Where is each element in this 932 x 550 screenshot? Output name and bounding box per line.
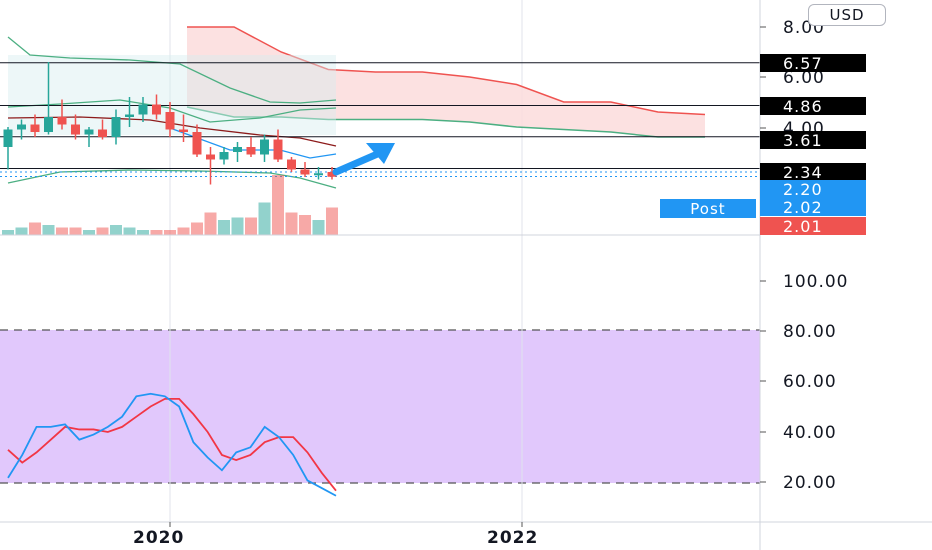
candle-body (125, 114, 134, 117)
candle-body (327, 172, 337, 177)
candle-body (152, 104, 161, 115)
price-tag-bg (760, 54, 866, 72)
candle-body (233, 147, 242, 152)
price-tag-text: 2.02 (783, 198, 823, 217)
currency-button[interactable]: USD (808, 4, 886, 26)
k-line (7, 392, 337, 497)
stochastic-oscillator (7, 392, 337, 497)
volume-bar (231, 217, 244, 235)
price-tag-bg (760, 163, 866, 181)
volume-bar (56, 227, 68, 235)
price-tag-bg (760, 198, 866, 216)
volume-bar (29, 222, 41, 235)
candle-body (84, 129, 94, 135)
d-line (7, 397, 337, 492)
volume-bar (258, 202, 271, 235)
price-axis[interactable]: 8.00 6.00 4.00 (760, 18, 825, 139)
price-tag-text: 2.01 (783, 217, 823, 236)
span-b-line (186, 106, 705, 138)
candle-body (206, 154, 215, 160)
candle-body (44, 117, 53, 132)
volume-bar (204, 212, 217, 235)
price-axis-label: 6.00 (783, 68, 825, 88)
candle-body (165, 112, 175, 130)
rsi-zone (0, 330, 760, 483)
candle-body (57, 117, 67, 125)
indicator-line (7, 169, 337, 189)
candle-body (98, 129, 107, 137)
indicator-line (7, 99, 337, 123)
candle-body (30, 124, 40, 132)
volume-bar (69, 227, 82, 235)
price-tag-bg (760, 131, 866, 149)
oscillator-bands (0, 329, 760, 484)
price-tag-text: 2.20 (783, 180, 823, 199)
volume-bar (299, 215, 311, 235)
volume-bar (96, 227, 109, 235)
candle-body (219, 152, 229, 160)
price-tag-bg (760, 97, 866, 115)
oscillator-axis[interactable]: 100.00 80.00 60.00 40.00 20.00 (760, 272, 848, 493)
volume-bar (150, 230, 163, 235)
horizontal-levels (0, 62, 760, 177)
volume-bar (2, 230, 14, 235)
volume-bar (137, 230, 149, 235)
volume-bar (110, 225, 122, 235)
volume-bar (312, 220, 325, 235)
price-tag-text: 6.57 (783, 54, 823, 73)
candle-body (17, 124, 26, 130)
time-axis[interactable]: 2020 2022 (133, 522, 538, 548)
span-a-line (187, 26, 706, 116)
price-tag-bg (760, 217, 866, 235)
price-tag-bg (760, 180, 866, 198)
candles (3, 62, 337, 185)
candle-body (314, 173, 323, 176)
price-tag-text: 3.61 (783, 131, 823, 150)
candle-body (260, 139, 269, 155)
volume-bar (326, 207, 338, 235)
candle-body (138, 104, 148, 115)
projection-arrow-icon[interactable] (332, 143, 395, 176)
volume-bars (2, 175, 338, 235)
candle-body (300, 169, 310, 175)
candle-body (287, 159, 296, 170)
oscillator-axis-label: 100.00 (783, 272, 848, 292)
volume-bar (15, 227, 28, 235)
oscillator-axis-label: 40.00 (783, 423, 837, 443)
candle-body (273, 139, 283, 160)
candle-body (71, 124, 80, 135)
candle-body (111, 117, 121, 137)
candle-body (179, 129, 188, 132)
price-tag-text: 2.34 (783, 163, 823, 182)
candle-body (246, 147, 256, 155)
date-label: 2020 (133, 528, 184, 548)
oscillator-axis-label: 60.00 (783, 372, 837, 392)
candle-body (192, 132, 202, 155)
volume-bar (83, 230, 95, 235)
volume-bar (218, 220, 230, 235)
date-label: 2022 (487, 528, 538, 548)
volume-bar (123, 227, 136, 235)
volume-bar (177, 227, 190, 235)
indicator-line (7, 36, 337, 104)
price-tags: 6.57 4.86 3.61 2.342.202.022.01 (760, 54, 866, 236)
volume-bar (191, 222, 203, 235)
price-tag-text: 4.86 (783, 97, 823, 116)
volume-bar (272, 175, 284, 235)
volume-bar (164, 230, 176, 235)
candle-body (3, 129, 13, 147)
oscillator-axis-label: 20.00 (783, 473, 837, 493)
volume-bar (42, 225, 55, 235)
indicator-line (7, 116, 337, 147)
volume-bar (285, 212, 298, 235)
volume-bar (245, 217, 257, 235)
post-badge: Post (660, 199, 756, 218)
oscillator-axis-label: 80.00 (783, 322, 837, 342)
